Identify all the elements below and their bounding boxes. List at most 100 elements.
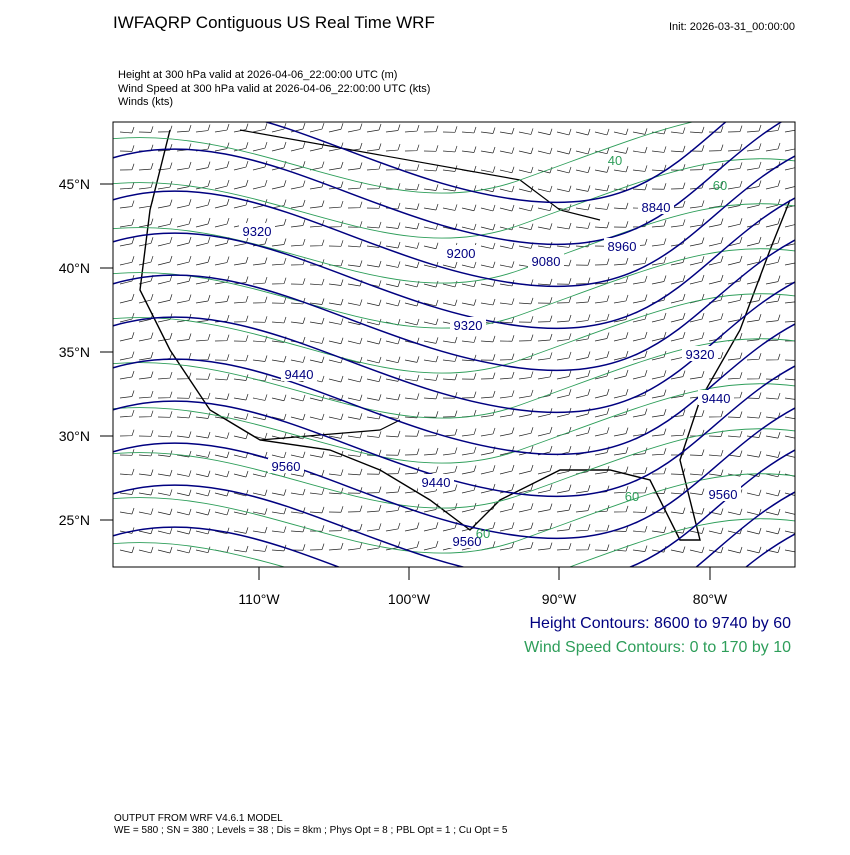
wind-barb	[290, 180, 306, 190]
wind-barb	[651, 164, 667, 172]
wind-barb	[537, 297, 553, 304]
wind-barb	[480, 465, 496, 475]
wind-barb	[480, 372, 496, 380]
wind-barb	[252, 179, 268, 190]
wind-barb	[157, 508, 173, 516]
wind-barb	[271, 413, 287, 421]
wind-barb	[195, 392, 211, 400]
wind-barb	[328, 279, 344, 286]
wind-barb	[765, 470, 781, 478]
height-label: 9320	[243, 224, 272, 239]
wind-barb	[632, 447, 648, 456]
wind-barb	[499, 427, 515, 437]
wind-barb	[119, 390, 135, 399]
wind-barb	[271, 507, 287, 515]
wind-barb	[727, 294, 743, 304]
wind-barb	[138, 255, 154, 266]
wind-barb	[309, 317, 325, 325]
wind-barb	[423, 223, 439, 230]
wind-barb	[157, 180, 173, 190]
wind-barb	[271, 526, 287, 533]
wind-barb	[233, 413, 249, 420]
wind-barb	[366, 468, 382, 475]
wind-barb	[727, 352, 743, 361]
wind-barb	[423, 447, 439, 456]
height-contour	[113, 197, 795, 330]
footer-line: OUTPUT FROM WRF V4.6.1 MODEL	[114, 813, 283, 824]
wind-barb	[328, 375, 344, 383]
wind-barb	[575, 407, 591, 418]
wind-barb	[708, 274, 724, 285]
wind-barb	[442, 355, 458, 362]
wind-barb	[138, 410, 154, 418]
wind-barb	[252, 413, 268, 421]
wind-barb	[708, 199, 724, 209]
wind-barb	[328, 413, 344, 421]
wind-barb	[404, 318, 420, 326]
height-contour	[113, 365, 795, 498]
wind-barb	[252, 141, 268, 152]
wind-barb	[765, 489, 781, 497]
wind-barb	[328, 240, 344, 247]
wind-barb	[556, 503, 572, 513]
speed-contour	[113, 473, 795, 554]
wind-barb	[613, 486, 629, 494]
wind-barb	[727, 411, 743, 418]
wind-barb	[442, 280, 458, 288]
wind-barb	[309, 239, 325, 247]
wind-barb	[518, 522, 534, 532]
wind-barb	[195, 236, 211, 247]
wind-barb	[423, 242, 439, 250]
wind-barb	[556, 543, 572, 551]
wind-barb	[119, 274, 135, 285]
wind-barb	[157, 274, 173, 285]
wind-barb	[499, 242, 515, 250]
wind-barb	[632, 183, 648, 191]
wind-barb	[670, 429, 686, 437]
footer-line: WE = 580 ; SN = 380 ; Levels = 38 ; Dis …	[114, 825, 508, 836]
wind-barb	[556, 407, 572, 418]
wind-barb	[347, 413, 363, 420]
wind-barb	[594, 427, 610, 437]
wind-barb	[575, 259, 591, 266]
wind-barb	[119, 145, 135, 152]
wind-barb	[727, 199, 743, 209]
wind-barb	[537, 464, 553, 475]
speed-contour	[113, 122, 695, 194]
wind-barb	[556, 523, 572, 532]
wind-barb	[157, 391, 173, 399]
wind-barb	[499, 353, 515, 361]
wind-barb	[423, 299, 439, 307]
wind-barb	[176, 255, 192, 266]
wind-barb	[784, 359, 795, 361]
wind-barb	[537, 408, 553, 418]
wind-barb	[347, 123, 363, 133]
wind-barb	[689, 218, 705, 228]
wind-barb	[765, 451, 781, 458]
wind-barb	[328, 220, 344, 228]
wind-barb	[138, 469, 154, 476]
wind-barb	[309, 451, 325, 458]
wind-barb	[746, 124, 762, 133]
wind-barb	[632, 257, 648, 266]
wind-barb	[290, 470, 306, 477]
wind-barb	[157, 255, 173, 266]
wind-barb	[727, 313, 743, 323]
wind-barb	[613, 369, 629, 380]
wind-barb	[499, 335, 515, 342]
wind-barb	[309, 506, 325, 514]
wind-barb	[746, 313, 762, 323]
wind-barb	[689, 370, 705, 380]
wind-barb	[442, 336, 458, 344]
wind-barb	[708, 237, 724, 247]
wind-barb	[784, 224, 795, 228]
wind-barb	[670, 219, 686, 228]
wind-barb	[708, 371, 724, 380]
wind-barb	[233, 123, 249, 133]
wind-barb	[366, 318, 382, 326]
height-contour	[113, 449, 795, 567]
wind-barb	[670, 145, 686, 153]
speed-label: 40	[608, 153, 622, 168]
wind-barb	[290, 488, 306, 496]
wind-barb	[746, 236, 762, 247]
